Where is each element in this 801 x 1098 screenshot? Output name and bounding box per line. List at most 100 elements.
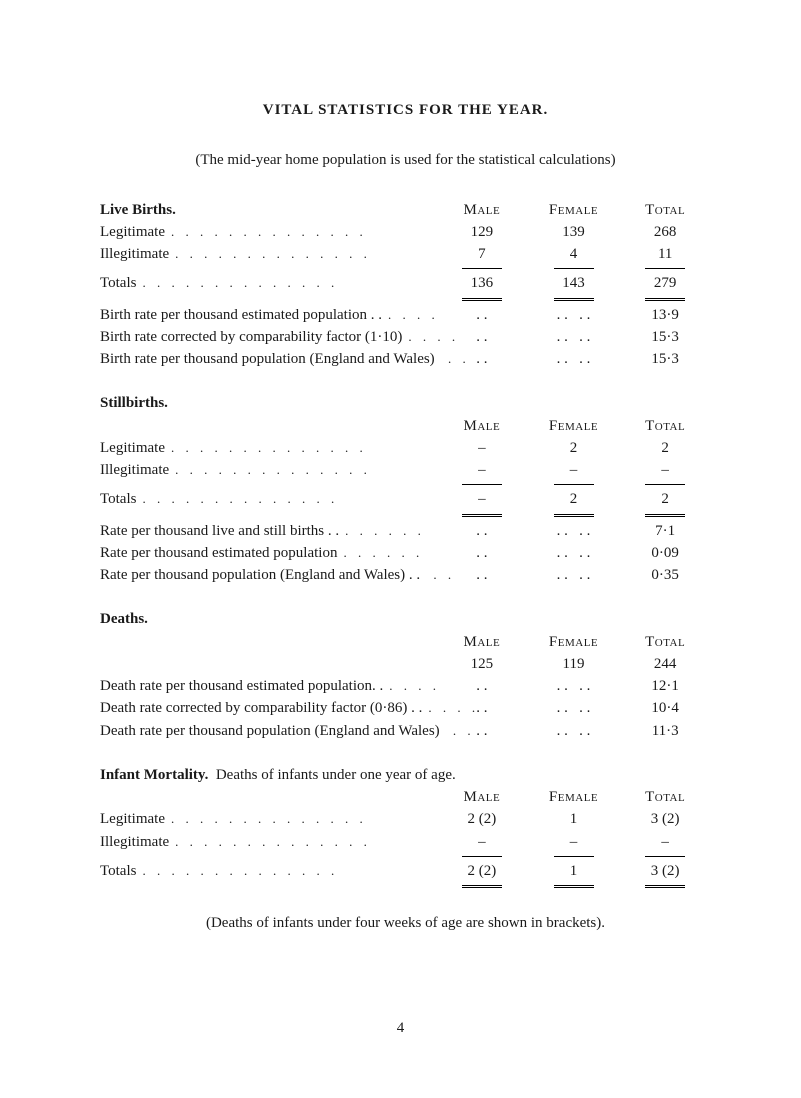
row-label: Illegitimate. . . . . . . . . . . . . . <box>100 831 436 853</box>
row-label: Rate per thousand live and still births … <box>100 520 436 542</box>
double-rule <box>462 885 502 888</box>
cell-female: 2 <box>528 488 620 510</box>
section-heading: Live Births. <box>100 199 436 221</box>
cell-male: 129 <box>436 221 528 243</box>
live-births-table: Live Births. Male Female Total Legitimat… <box>100 199 711 371</box>
table-row: Birth rate corrected by comparability fa… <box>100 326 711 348</box>
table-row: Totals. . . . . . . . . . . . . . – 2 2 <box>100 488 711 510</box>
rule-row <box>100 511 711 520</box>
double-rule <box>462 514 502 517</box>
double-rule <box>554 885 594 888</box>
table-row: Illegitimate. . . . . . . . . . . . . . … <box>100 831 711 853</box>
cell-female: 2 <box>528 437 620 459</box>
col-total: Total <box>619 199 711 221</box>
dots: . . . . . . <box>339 523 425 538</box>
table-row: Illegitimate. . . . . . . . . . . . . . … <box>100 243 711 265</box>
cell-male: – <box>436 831 528 853</box>
dots: . . . . <box>402 329 459 344</box>
cell-female: – <box>528 459 620 481</box>
table-row: Totals. . . . . . . . . . . . . . 2 (2) … <box>100 860 711 882</box>
dots: . . . . . . . . . . . . . . <box>169 462 371 477</box>
cell-dots: . . . . <box>528 697 620 719</box>
table-row: Death rate per thousand population (Engl… <box>100 720 711 742</box>
row-label: Rate per thousand population (England an… <box>100 564 436 586</box>
col-male: Male <box>436 631 528 653</box>
col-male: Male <box>436 786 528 808</box>
dots: . . . . . . . . . . . . . . <box>169 834 371 849</box>
dots: . . . . <box>383 678 440 693</box>
table-row: Death rate per thousand estimated popula… <box>100 675 711 697</box>
cell-male: 125 <box>436 653 528 675</box>
dots: . . . . . . . . . . . . . . <box>165 811 367 826</box>
rate-label: Birth rate per thousand population (Engl… <box>100 351 435 367</box>
cell-total: 268 <box>619 221 711 243</box>
cell-male: 2 (2) <box>436 808 528 830</box>
cell-total: 11 <box>619 243 711 265</box>
dots: . . . . <box>422 700 479 715</box>
double-rule <box>645 298 685 301</box>
rule <box>462 484 502 485</box>
rate-label: Rate per thousand population (England an… <box>100 567 420 583</box>
table-row: Male Female Total <box>100 786 711 808</box>
page-number: 4 <box>0 1018 801 1038</box>
totals-label: Totals <box>100 863 136 879</box>
totals-label: Totals <box>100 275 136 291</box>
cell-female: – <box>528 831 620 853</box>
table-row: Totals. . . . . . . . . . . . . . 136 14… <box>100 272 711 294</box>
row-label: Totals. . . . . . . . . . . . . . <box>100 488 436 510</box>
rate-label: Rate per thousand estimated population <box>100 545 337 561</box>
row-label: Birth rate corrected by comparability fa… <box>100 326 436 348</box>
rate-label: Death rate per thousand estimated popula… <box>100 678 383 694</box>
illegit-label: Illegitimate <box>100 246 169 262</box>
rate-label: Death rate corrected by comparability fa… <box>100 700 422 716</box>
col-female: Female <box>528 786 620 808</box>
stillbirths-table: Stillbirths. Male Female Total Legitimat… <box>100 392 711 586</box>
row-label: Illegitimate. . . . . . . . . . . . . . <box>100 459 436 481</box>
double-rule <box>645 885 685 888</box>
cell-female: 139 <box>528 221 620 243</box>
rule-row <box>100 853 711 860</box>
cell-total: 3 (2) <box>619 808 711 830</box>
infant-table: Infant Mortality. Deaths of infants unde… <box>100 764 711 891</box>
cell-dots: . . <box>436 542 528 564</box>
rule <box>554 268 594 269</box>
table-row: 125 119 244 <box>100 653 711 675</box>
cell-total: 0·09 <box>619 542 711 564</box>
table-row: Male Female Total <box>100 415 711 437</box>
cell-total: 3 (2) <box>619 860 711 882</box>
row-label: Rate per thousand estimated population. … <box>100 542 436 564</box>
row-label: Birth rate per thousand estimated popula… <box>100 304 436 326</box>
cell-dots: . . . . <box>528 564 620 586</box>
cell-total: – <box>619 831 711 853</box>
cell-dots: . . <box>436 675 528 697</box>
table-row: Birth rate per thousand estimated popula… <box>100 304 711 326</box>
stillbirths-block: Stillbirths. Male Female Total Legitimat… <box>100 392 711 586</box>
col-total: Total <box>619 786 711 808</box>
table-row: Birth rate per thousand population (Engl… <box>100 348 711 370</box>
row-label: Totals. . . . . . . . . . . . . . <box>100 272 436 294</box>
row-label: Illegitimate. . . . . . . . . . . . . . <box>100 243 436 265</box>
table-row: Male Female Total <box>100 631 711 653</box>
rule <box>645 268 685 269</box>
double-rule <box>462 298 502 301</box>
rule-row <box>100 882 711 891</box>
col-total: Total <box>619 631 711 653</box>
table-row: Rate per thousand live and still births … <box>100 520 711 542</box>
col-female: Female <box>528 415 620 437</box>
footnote: (Deaths of infants under four weeks of a… <box>100 913 711 933</box>
cell-male: – <box>436 437 528 459</box>
cell-total: 244 <box>619 653 711 675</box>
col-male: Male <box>436 415 528 437</box>
rule-row <box>100 265 711 272</box>
rule <box>645 484 685 485</box>
page: VITAL STATISTICS FOR THE YEAR. (The mid-… <box>0 0 801 1098</box>
dots: . . . . . . . . . . . . . . <box>165 440 367 455</box>
cell-dots: . . . . <box>528 520 620 542</box>
infant-sub: Deaths of infants under one year of age. <box>216 767 456 783</box>
dots: . . <box>420 567 455 582</box>
live-births-block: Live Births. Male Female Total Legitimat… <box>100 199 711 371</box>
cell-total: 15·3 <box>619 348 711 370</box>
legit-label: Legitimate <box>100 811 165 827</box>
row-label: Legitimate. . . . . . . . . . . . . . <box>100 437 436 459</box>
cell-dots: . . . . <box>528 675 620 697</box>
